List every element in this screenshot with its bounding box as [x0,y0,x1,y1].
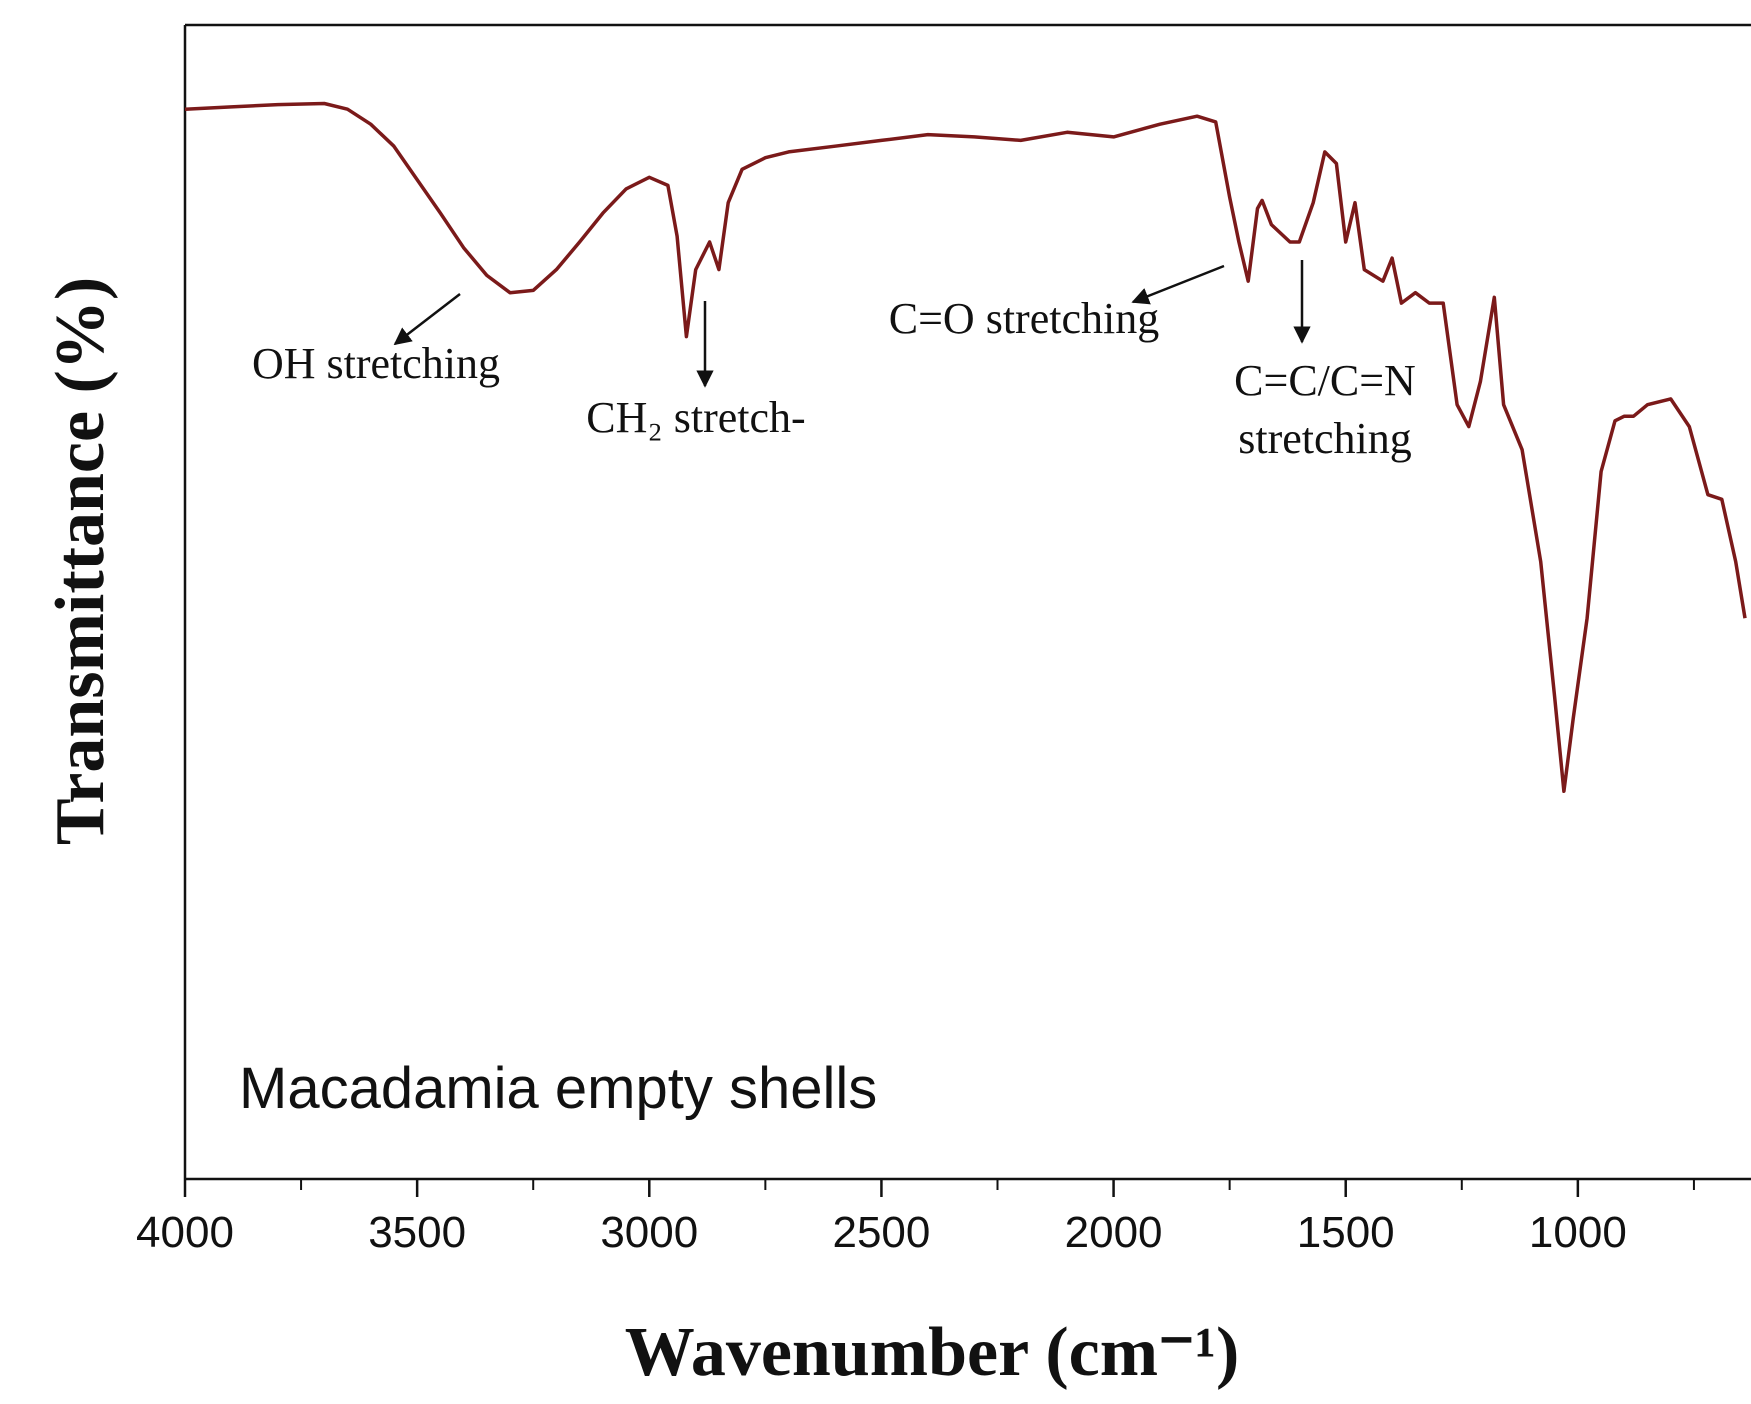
arrow [1131,264,1225,305]
annotation: C=O stretching [889,294,1159,343]
annotation: CH₂ stretch- [586,393,805,442]
spectrum-line [184,101,1747,794]
annotation: OH stretching [252,339,500,388]
x-tick-label: 3500 [368,1208,466,1257]
y-axis-label: Transmittance (%) [42,277,119,845]
x-tick-label: 2500 [832,1208,930,1257]
x-tick-label: 1000 [1529,1208,1627,1257]
annotation: C=C/C=N [1234,356,1416,405]
inset-label: Macadamia empty shells [239,1056,877,1121]
x-tick-label: 2000 [1065,1208,1163,1257]
x-axis-label: Wavenumber (cm⁻¹) [625,1314,1240,1391]
plot-frame [183,23,1751,1181]
arrow [393,293,461,346]
x-tick-label: 3000 [600,1208,698,1257]
x-tick-label: 1500 [1297,1208,1395,1257]
annotation: stretching [1238,414,1412,463]
x-tick-label: 4000 [136,1208,234,1257]
arrows [393,260,1311,388]
